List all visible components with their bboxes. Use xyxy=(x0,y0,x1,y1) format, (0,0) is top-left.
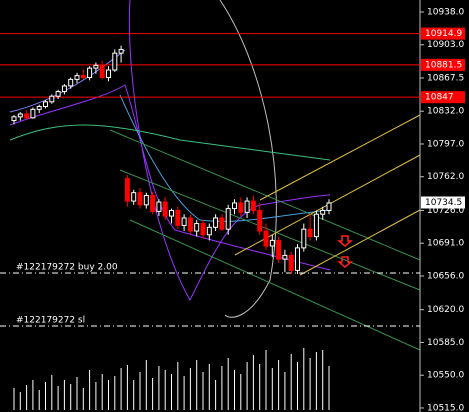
arrow xyxy=(336,256,354,268)
candle-body xyxy=(143,194,149,206)
candle-body xyxy=(162,201,168,217)
candle-body xyxy=(326,202,332,211)
candle-body xyxy=(320,209,326,215)
y-tick-label: 10867.5 xyxy=(427,73,464,83)
candle-body xyxy=(43,101,48,108)
y-tick-label: 10585.0 xyxy=(427,338,464,348)
level-box xyxy=(421,27,465,40)
candle-body xyxy=(232,202,237,210)
y-tick-label: 10620.0 xyxy=(427,305,464,315)
candle-body xyxy=(106,69,111,79)
candle-body xyxy=(295,247,300,271)
ma-line xyxy=(119,94,331,222)
candle-body xyxy=(276,239,282,260)
candle-body xyxy=(87,67,93,79)
channel-line xyxy=(129,219,421,351)
order-label: #122179272 buy 2.00 xyxy=(16,262,118,272)
candle-body xyxy=(11,116,17,122)
candle-body xyxy=(150,194,156,212)
candle-body xyxy=(257,209,263,232)
channel-line xyxy=(259,114,421,201)
candle-body xyxy=(61,85,67,93)
candle-body xyxy=(206,226,212,236)
y-tick-label: 10656.0 xyxy=(427,271,464,281)
y-tick-label: 10832.0 xyxy=(427,107,464,117)
candle-body xyxy=(36,106,42,110)
bollinger-line xyxy=(9,84,331,271)
candle-body xyxy=(156,201,162,212)
y-tick-label: 10726.0 xyxy=(427,206,464,216)
candle-body xyxy=(131,192,137,202)
candle-body xyxy=(301,228,307,249)
y-tick-label: 10797.0 xyxy=(427,139,464,149)
candle-body xyxy=(213,217,219,228)
y-tick-label: 10550.0 xyxy=(427,371,464,381)
candle-body xyxy=(307,228,313,238)
ma-line xyxy=(9,124,331,161)
candle-body xyxy=(263,230,269,247)
candle-body xyxy=(80,75,86,79)
y-tick-label: 10938.0 xyxy=(427,7,464,17)
candle-body xyxy=(49,95,55,103)
y-tick-label: 10762.0 xyxy=(427,172,464,182)
candle-body xyxy=(250,200,256,211)
y-tick-label: 10515.0 xyxy=(427,403,464,412)
candle-body xyxy=(175,209,181,226)
candle-body xyxy=(99,64,105,79)
candle-body xyxy=(112,52,118,71)
level-label: 10847 xyxy=(425,93,454,103)
candle-body xyxy=(124,178,130,202)
candle-body xyxy=(74,75,80,80)
candle-body xyxy=(225,208,231,230)
channel-line xyxy=(299,209,421,276)
channel-line xyxy=(119,169,421,291)
candle-body xyxy=(93,64,99,69)
price-box xyxy=(421,196,465,209)
candle-body xyxy=(238,202,244,213)
candle-body xyxy=(269,239,275,247)
candle-body xyxy=(30,108,36,119)
level-label: 10914.9 xyxy=(425,29,462,39)
arrow xyxy=(336,235,354,247)
candle-body xyxy=(181,217,187,226)
candle-body xyxy=(282,254,288,260)
candle-body xyxy=(118,48,124,54)
level-box xyxy=(421,91,465,104)
candle-body xyxy=(68,78,74,87)
current-price: 10734.5 xyxy=(425,198,462,208)
order-label: #122179272 sl xyxy=(16,315,85,325)
candle-body xyxy=(200,223,206,236)
candle-body xyxy=(55,91,61,97)
candle-body xyxy=(313,213,319,238)
bollinger-line xyxy=(128,0,331,302)
candle-body xyxy=(194,223,200,232)
y-tick-label: 10903.0 xyxy=(427,40,464,50)
arrows xyxy=(336,235,354,268)
level-label: 10881.5 xyxy=(425,60,462,70)
candle-body xyxy=(137,192,143,206)
candle-body xyxy=(24,113,30,119)
candle-body xyxy=(169,209,174,217)
level-box xyxy=(421,58,465,71)
candle-body xyxy=(288,254,294,271)
y-tick-label: 10691.0 xyxy=(427,239,464,249)
candle-body xyxy=(17,113,23,118)
candle-body xyxy=(219,217,225,230)
envelope-line xyxy=(219,0,277,318)
candle-body xyxy=(187,217,193,232)
candle-body xyxy=(244,200,250,213)
